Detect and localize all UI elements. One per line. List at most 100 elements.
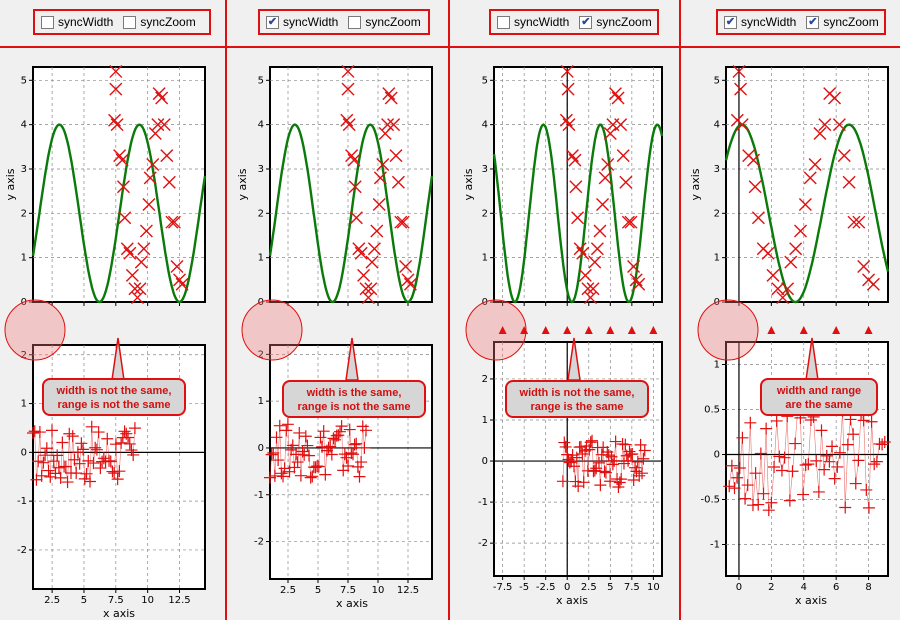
y-tick-label: 0 (258, 443, 264, 454)
checkbox-box[interactable]: ✔ (806, 15, 820, 29)
x-marker (342, 118, 356, 132)
x-marker (784, 255, 798, 269)
syncwidth-checkbox[interactable]: ✔ syncWidth (266, 15, 338, 29)
plus-marker (122, 431, 135, 444)
checkbox-box[interactable] (123, 15, 137, 29)
synczoom-checkbox[interactable]: syncZoom (348, 15, 421, 29)
x-marker (601, 158, 615, 172)
x-marker (142, 197, 156, 211)
x-marker (569, 180, 583, 194)
x-marker (581, 282, 595, 296)
plus-marker (728, 482, 741, 495)
plus-marker (322, 441, 335, 454)
x-marker (137, 242, 151, 256)
checkbox-box[interactable]: ✔ (579, 15, 593, 29)
plus-marker (90, 443, 103, 456)
y-tick-label: 1 (258, 253, 264, 264)
syncwidth-checkbox[interactable]: syncWidth (497, 15, 569, 29)
synczoom-checkbox[interactable]: syncZoom (123, 15, 196, 29)
sine-curve (492, 123, 664, 304)
plus-marker (602, 449, 615, 462)
plus-marker (46, 424, 59, 437)
y-tick-label: 3 (258, 164, 264, 175)
x-marker (113, 149, 127, 163)
x-marker (578, 268, 592, 282)
plus-marker (360, 424, 372, 437)
syncwidth-label: syncWidth (741, 15, 797, 29)
y-tick-label: 4 (258, 120, 264, 131)
callout-line: width and range (776, 385, 862, 397)
y-tick-label: 4 (714, 120, 720, 131)
x-marker (632, 277, 646, 291)
plus-marker (857, 414, 870, 427)
sync-controls-1: syncWidth syncZoom (33, 9, 211, 35)
x-marker (109, 82, 123, 96)
highlight-circle (4, 299, 66, 361)
plus-marker (868, 458, 881, 471)
x-marker (616, 149, 630, 163)
plus-marker (294, 469, 307, 482)
plus-marker (786, 465, 799, 478)
synczoom-checkbox[interactable]: ✔ syncZoom (579, 15, 652, 29)
plus-marker (301, 439, 314, 452)
plus-marker (599, 466, 612, 479)
y-tick-label: 1 (21, 399, 27, 410)
y-tick-label: 1 (714, 253, 720, 264)
plus-marker (35, 469, 48, 482)
syncwidth-checkbox[interactable]: syncWidth (41, 15, 113, 29)
plus-marker (638, 444, 651, 457)
plus-marker (604, 475, 617, 488)
plus-marker (118, 425, 131, 438)
x-marker (341, 64, 355, 78)
y-tick-label: 5 (21, 75, 27, 86)
x-marker (115, 153, 129, 167)
y-axis-label: y axis (4, 168, 17, 200)
x-marker (614, 118, 628, 132)
plus-marker (862, 501, 875, 514)
x-marker (139, 224, 153, 238)
highlight-circle (241, 299, 303, 361)
x-marker (160, 149, 174, 163)
checkbox-box[interactable] (41, 15, 54, 29)
x-tick-label: 12.5 (168, 595, 190, 606)
plus-marker (615, 473, 628, 486)
checkbox-box[interactable] (348, 15, 362, 29)
checkbox-box[interactable] (497, 15, 510, 29)
checkbox-box[interactable]: ✔ (724, 15, 737, 29)
x-marker (133, 282, 147, 296)
plus-marker (773, 450, 786, 463)
y-tick-label: -1 (17, 496, 27, 507)
plus-marker (113, 465, 126, 478)
x-axis-label: x axis (103, 607, 135, 620)
plus-marker (870, 455, 883, 468)
x-marker (837, 149, 851, 163)
x-marker (357, 268, 371, 282)
syncwidth-checkbox[interactable]: ✔ syncWidth (724, 15, 796, 29)
x-marker (162, 175, 176, 189)
plus-marker (770, 414, 783, 427)
x-marker (396, 215, 410, 229)
plus-marker (327, 432, 340, 445)
plus-marker (299, 430, 312, 443)
x-tick-label: 8 (865, 582, 871, 593)
plus-marker (731, 471, 744, 484)
checkbox-box[interactable]: ✔ (266, 15, 279, 29)
x-marker (340, 113, 354, 127)
x-marker (389, 149, 403, 163)
x-marker (361, 291, 375, 305)
highlight-circle (465, 299, 527, 361)
x-marker (808, 158, 822, 172)
tick-alignment-arrow (541, 326, 550, 334)
x-marker (562, 118, 576, 132)
plus-marker (768, 461, 781, 474)
x-marker (146, 158, 160, 172)
x-marker (376, 158, 390, 172)
plus-marker (802, 458, 815, 471)
plus-marker (865, 415, 878, 428)
y-tick-label: 3 (714, 164, 720, 175)
synczoom-checkbox[interactable]: ✔ syncZoom (806, 15, 879, 29)
x-marker (561, 82, 575, 96)
x-marker (130, 291, 144, 305)
x-axis-label: x axis (336, 597, 368, 610)
x-marker (359, 282, 373, 296)
